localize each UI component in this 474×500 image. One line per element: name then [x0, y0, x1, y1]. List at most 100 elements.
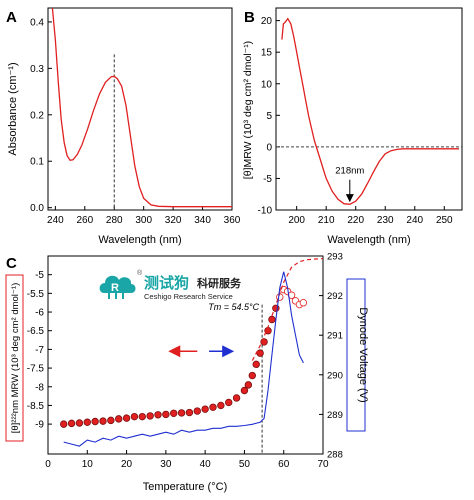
panel-c-ytick-right-label: 290	[327, 370, 343, 381]
panel-c-ellipticity-point	[130, 412, 139, 421]
panel-c-ellipticity-point	[185, 408, 194, 417]
panel-c-ellipticity-point	[232, 394, 241, 402]
panel-c-ytick-left-label: -5.5	[27, 289, 45, 300]
panel-c-xtick-label: 60	[278, 459, 290, 470]
panel-b-xtick-label: 210	[318, 215, 335, 226]
panel-a-xtick-label: 320	[165, 215, 182, 226]
panel-b-xtick-label: 230	[377, 215, 394, 226]
panel-c-ytick-right-label: 291	[327, 331, 343, 342]
panel-a-xtick-label: 240	[47, 215, 64, 226]
panel-c-xtick-label: 0	[45, 459, 51, 470]
panel-b-ytick-label: 5	[266, 111, 272, 122]
panel-b-label: B	[244, 9, 255, 26]
panel-b-ytick-label: 10	[261, 79, 273, 90]
panel-a-ytick-label: 0.0	[30, 203, 44, 214]
panel-c-ellipticity-point	[146, 412, 154, 420]
panel-c-xtick-label: 30	[160, 459, 172, 470]
panel-c-ellipticity-point	[248, 371, 256, 380]
panel-c-ellipticity-point	[217, 401, 225, 410]
panel-b-annotation: 218nm	[335, 165, 364, 176]
panel-a-xtick-label: 280	[106, 215, 123, 226]
panel-a-ytick-label: 0.3	[30, 64, 44, 75]
panel-a-xtick-label: 340	[194, 215, 211, 226]
panel-c-frame	[47, 255, 324, 455]
panel-a-absorbance-line	[51, 7, 232, 208]
panel-b-xlabel: Wavelength (nm)	[327, 234, 410, 246]
panel-c: C 0 10 20 30 40 50 60 70 -9 -8.5 -8 -7.5 -7 -6.5 -6 -5.…	[5, 252, 369, 493]
panel-c-xlabel: Temperature (°C)	[143, 481, 227, 493]
panel-a: A 240 260 280 300 320 340 360 0.0 0.1 0.2 0.3 0.4 W…	[6, 7, 241, 246]
panel-c-ytick-right-label: 293	[327, 252, 343, 263]
panel-c-tm-annotation: Tm = 54.5°C	[208, 302, 259, 312]
panel-c-ylabel-right-box	[346, 278, 366, 432]
panel-c-ellipticity-point	[244, 381, 253, 389]
panel-c-ytick-left-label: -7	[35, 345, 44, 356]
panel-c-xtick-label: 40	[200, 459, 212, 470]
panel-c-ytick-right-label: 292	[327, 291, 343, 302]
panel-a-ytick-label: 0.2	[30, 110, 44, 121]
panel-c-ellipticity-point	[60, 420, 68, 428]
panel-b-cd-line	[281, 17, 459, 205]
panel-b: B 200 210 220 230 240 250 -10 -5 0 5 10 15 20 218nm W…	[242, 7, 463, 246]
panel-c-ytick-left-label: -8.5	[27, 401, 45, 412]
panel-c-ellipticity-point	[122, 414, 131, 422]
panel-b-ytick-label: -10	[258, 206, 273, 217]
panel-c-ellipticity-point	[260, 338, 268, 346]
panel-c-ylabel-left-box	[5, 274, 24, 442]
watermark-cn-brand: 测试狗	[144, 274, 189, 292]
panel-c-ellipticity-point	[201, 405, 209, 413]
panel-c-ylabel-right: Dynode Voltage (V)	[357, 307, 369, 402]
cloud-r-logo-icon: R	[99, 275, 136, 299]
panel-c-ellipticity-point	[252, 360, 260, 369]
panel-c-ytick-left-label: -6	[35, 308, 44, 319]
panel-c-ytick-left-label: -5	[35, 270, 44, 281]
panel-c-label: C	[6, 255, 17, 272]
watermark-cn-service: 科研服务	[197, 276, 242, 290]
panel-c-ellipticity-point	[170, 409, 178, 417]
watermark-reg-mark: ®	[137, 269, 143, 277]
panel-b-ytick-label: 20	[261, 16, 273, 27]
panel-c-ellipticity-point	[91, 417, 99, 426]
panel-c-ellipticity-point	[162, 410, 170, 419]
panel-b-ylabel: [θ]MRW (10³ deg cm² dmol⁻¹)	[242, 41, 254, 179]
panel-b-xtick-label: 240	[406, 215, 423, 226]
panel-b-xtick-label: 220	[347, 215, 364, 226]
panel-c-ellipticity-point	[225, 398, 233, 407]
panel-c-dynode-voltage-line	[63, 271, 304, 447]
watermark-en-brand: Ceshigo Research Service	[144, 292, 233, 301]
panel-b-xtick-label: 200	[288, 215, 305, 226]
panel-a-xtick-label: 360	[224, 215, 241, 226]
panel-c-ytick-left-label: -8	[35, 382, 44, 393]
panel-c-ellipticity-point	[193, 407, 201, 415]
panel-c-ellipticity-point	[67, 419, 76, 428]
panel-a-label: A	[6, 9, 17, 26]
panel-c-ellipticity-point	[83, 418, 91, 426]
panel-c-ellipticity-point	[99, 417, 107, 425]
panel-c-ellipticity-point	[138, 412, 146, 421]
panel-a-xlabel: Wavelength (nm)	[98, 234, 181, 246]
panel-b-marks: 200 210 220 230 240 250 -10 -5 0 5 10 15 20 218nm	[258, 16, 462, 226]
panel-c-ellipticity-open-point	[299, 298, 308, 307]
panel-c-ellipticity-point	[107, 416, 115, 425]
panel-a-ytick-label: 0.1	[30, 157, 44, 168]
panel-c-ellipticity-point	[256, 349, 264, 357]
panel-c-ellipticity-point	[115, 415, 123, 423]
panel-b-ytick-label: 15	[261, 48, 273, 59]
panel-a-xtick-label: 260	[76, 215, 93, 226]
panel-b-ytick-label: 0	[266, 142, 272, 153]
panel-a-xtick-label: 300	[135, 215, 152, 226]
panel-a-ytick-label: 0.4	[30, 17, 44, 28]
panel-b-xtick-label: 250	[436, 215, 453, 226]
panel-a-frame	[47, 7, 233, 211]
panel-c-xtick-label: 70	[317, 459, 329, 470]
panel-c-xtick-label: 20	[121, 459, 133, 470]
panel-a-marks: 240 260 280 300 320 340 360 0.0 0.1 0.2 0.3 0.4	[30, 7, 241, 226]
panel-c-xtick-label: 10	[82, 459, 94, 470]
panel-b-ytick-label: -5	[263, 174, 272, 185]
panel-c-xtick-label: 50	[239, 459, 251, 470]
panel-c-ytick-right-label: 288	[327, 450, 343, 461]
panel-a-ylabel: Absorbance (cm⁻¹)	[7, 62, 19, 155]
panel-c-marks: 0 10 20 30 40 50 60 70 -9 -8.5 -8 -7.5 -7 -6.5 -6 -5.5 -…	[27, 252, 343, 471]
panel-c-fit-curve	[251, 258, 324, 361]
